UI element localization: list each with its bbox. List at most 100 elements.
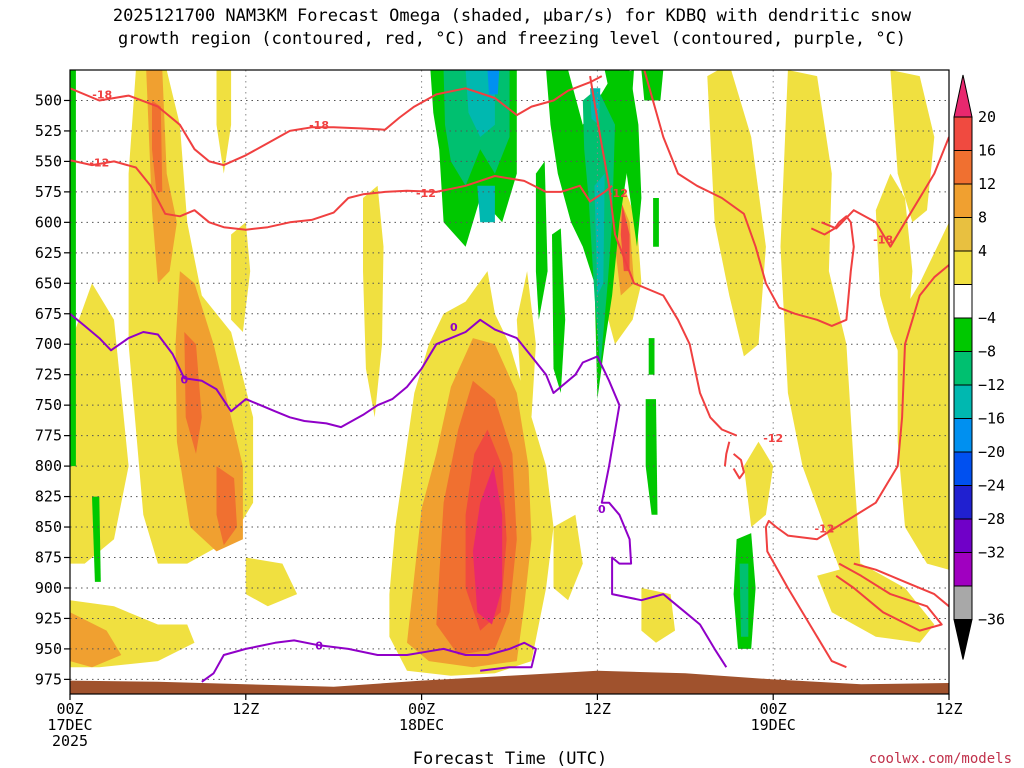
gridlines: [70, 70, 949, 694]
colorbar-label-9: −20: [978, 443, 1005, 461]
colorbar-box-9: [953, 418, 973, 453]
red-contour-label-3: -12: [416, 187, 436, 200]
y-tick-label-11: 775: [35, 427, 62, 445]
red-contour-4: [589, 75, 737, 437]
omega-region-8: [516, 271, 536, 418]
red-contour-label-7: -18: [873, 233, 893, 246]
omega-region-46: [465, 70, 495, 137]
colorbar-label-2: 12: [978, 175, 996, 193]
y-tick-label-19: 975: [35, 670, 62, 688]
colorbar-label-7: −12: [978, 376, 1005, 394]
red-contour-label-4: -12: [608, 187, 628, 200]
omega-region-39: [653, 198, 659, 247]
red-contour-label-1: -18: [309, 119, 329, 132]
colorbar-box-6: [953, 317, 973, 352]
colorbar-label-6: −8: [978, 343, 996, 361]
colorbar-box-5: [953, 284, 973, 319]
colorbar-box-3: [953, 217, 973, 252]
colorbar-bottom-arrow: [953, 619, 973, 660]
x-tick-label-0-2: 17DEC: [47, 716, 92, 734]
omega-region-15: [897, 222, 949, 570]
x-tick-label-4-2: 19DEC: [751, 716, 796, 734]
red-contour-12: [732, 453, 745, 480]
x-tick-label-2-2: 18DEC: [399, 716, 444, 734]
omega-region-6: [363, 185, 384, 418]
colorbar-label-8: −16: [978, 410, 1005, 428]
y-tick-label-4: 600: [35, 213, 62, 231]
colorbar-box-13: [953, 552, 973, 587]
y-tick-label-3: 575: [35, 183, 62, 201]
omega-region-41: [645, 399, 658, 515]
omega-region-13: [780, 70, 862, 588]
red-contour-11: [835, 562, 943, 632]
colorbar-label-11: −28: [978, 510, 1005, 528]
colorbar-label-12: −32: [978, 544, 1005, 562]
red-contour-7: [821, 136, 949, 248]
purple-contour-label-2: 0: [598, 503, 606, 516]
plot-frame: [69, 69, 950, 695]
colorbar-box-14: [953, 585, 973, 620]
colorbar-label-0: 20: [978, 108, 996, 126]
omega-region-49: [594, 173, 605, 296]
purple-contour-label-0: 0: [180, 374, 188, 387]
red-contour-8: [764, 264, 949, 669]
colorbar-box-11: [953, 485, 973, 520]
y-tick-label-12: 800: [35, 457, 62, 475]
omega-region-21: [70, 612, 122, 668]
purple-contour-2: [600, 405, 728, 668]
omega-region-45: [739, 563, 749, 637]
y-axis: 500 525 550 575 600 625 650 675 700 725 750 775 800 8…: [35, 91, 70, 688]
y-tick-label-0: 500: [35, 91, 62, 109]
colorbar-label-13: −36: [978, 611, 1005, 629]
colorbar-box-7: [953, 351, 973, 386]
red-contour-10: [853, 562, 949, 608]
chart-title-line-1: 2025121700 NAM3KM Forecast Omega (shaded…: [113, 6, 912, 26]
red-contour-label-2: -12: [89, 157, 109, 170]
x-tick-label-1-1: 12Z: [232, 700, 259, 718]
x-axis-title: Forecast Time (UTC): [413, 749, 607, 768]
y-tick-label-8: 700: [35, 335, 62, 353]
y-tick-label-15: 875: [35, 549, 62, 567]
red-contour-label-0: -18: [92, 88, 112, 101]
colorbar-label-10: −24: [978, 477, 1005, 495]
purple-contour-0: [70, 313, 621, 429]
purple-contour-label-3: 0: [315, 639, 323, 652]
omega-region-24: [152, 100, 163, 192]
x-tick-label-2-1: 00Z: [408, 700, 435, 718]
omega-region-9: [553, 514, 583, 601]
colorbar-box-1: [953, 150, 973, 185]
omega-region-30: [472, 466, 503, 625]
y-tick-label-1: 525: [35, 122, 62, 140]
omega-region-35: [604, 70, 642, 247]
y-tick-label-9: 725: [35, 366, 62, 384]
omega-region-16: [890, 70, 935, 223]
chart-title-line-2: growth region (contoured, red, °C) and f…: [118, 29, 906, 49]
colorbar-label-1: 16: [978, 142, 996, 160]
omega-region-38: [552, 228, 566, 393]
omega-region-11: [641, 588, 675, 643]
colorbar-top-arrow: [953, 74, 973, 118]
y-tick-label-7: 675: [35, 305, 62, 323]
credit-text: coolwx.com/models: [869, 751, 1012, 767]
omega-region-47: [477, 185, 495, 223]
colorbar-box-2: [953, 183, 973, 218]
y-tick-label-5: 625: [35, 244, 62, 262]
red-contour-13: [723, 441, 731, 467]
colorbar-label-5: −4: [978, 309, 996, 327]
omega-region-40: [648, 338, 655, 375]
y-tick-label-6: 650: [35, 274, 62, 292]
omega-region-0: [70, 283, 129, 564]
red-contour-label-9: -12: [815, 522, 835, 535]
omega-region-31: [70, 70, 76, 467]
omega-region-32: [92, 496, 101, 582]
freezing-level-contours: [70, 313, 728, 683]
red-contour-0: [70, 75, 603, 167]
omega-region-37: [535, 161, 548, 320]
x-tick-label-0-1: 00Z: [56, 700, 83, 718]
colorbar-box-0: [953, 116, 973, 151]
x-tick-label-3-1: 12Z: [584, 700, 611, 718]
colorbar-box-10: [953, 451, 973, 486]
y-tick-label-10: 750: [35, 396, 62, 414]
